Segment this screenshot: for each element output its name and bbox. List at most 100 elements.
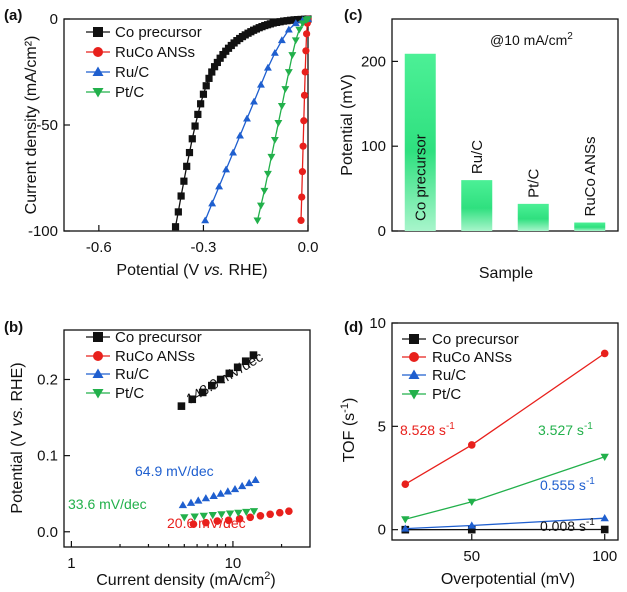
panel-c: (c) 0 100 200 Co precursor Ru/C Pt/C RuCo ANS… bbox=[339, 7, 619, 282]
bar-label-co-precursor: Co precursor bbox=[412, 134, 429, 221]
panel-b-point-ru-c bbox=[244, 478, 254, 487]
panel-a-point-ru-c bbox=[250, 97, 258, 105]
panel-b-point-ruco-anss bbox=[246, 513, 255, 522]
panel-b-point-ru-c bbox=[194, 496, 203, 504]
panel-a-point-co-precursor bbox=[171, 223, 180, 231]
panel-b-point-ruco-anss bbox=[224, 516, 233, 525]
legend-d-ruc: Ru/C bbox=[402, 367, 466, 384]
panel-b-point-co-precursor bbox=[177, 402, 186, 410]
panel-a-point-ruco-anss bbox=[299, 142, 307, 150]
legend-a-ruco: RuCo ANSs bbox=[86, 44, 195, 61]
panel-a-point-pt-c bbox=[263, 170, 272, 178]
panel-d-ylabel: TOF (s-1) bbox=[339, 398, 358, 463]
panel-a-point-pt-c bbox=[274, 120, 283, 127]
panel-d-point-ruco-anss bbox=[467, 441, 476, 449]
bar-pt-c bbox=[517, 203, 549, 231]
panel-a-point-ru-c bbox=[277, 36, 286, 44]
panel-a-point-co-precursor bbox=[216, 54, 224, 62]
panel-b-xlabel: Current density (mA/cm2) bbox=[96, 570, 276, 589]
panel-b-frame bbox=[63, 329, 311, 548]
panel-b-point-ru-c bbox=[223, 487, 233, 495]
legend-a-ruco-text: RuCo ANSs bbox=[115, 44, 195, 61]
panel-b-point-pt-c bbox=[234, 509, 243, 517]
panel-b-point-co-precursor bbox=[225, 369, 234, 378]
bar-label-ruco-anss: RuCo ANSs bbox=[582, 136, 599, 216]
panel-b: (b) 1 10 0.0 0.1 0.2 Potential (V vs. RHE) C… bbox=[4, 319, 311, 589]
panel-a-point-pt-c bbox=[304, 16, 312, 23]
panel-a-point-pt-c bbox=[267, 153, 276, 161]
panel-a-point-pt-c bbox=[277, 103, 286, 110]
panel-a-xtick-label: -0.3 bbox=[190, 239, 216, 256]
panel-b-point-pt-c bbox=[242, 508, 251, 517]
panel-a-point-pt-c bbox=[288, 52, 297, 59]
panel-d-point-co-precursor bbox=[467, 525, 476, 534]
panel-b-point-ruco-anss bbox=[202, 518, 210, 527]
panel-b-point-pt-c bbox=[180, 514, 189, 522]
panel-a-point-co-precursor bbox=[174, 208, 182, 216]
panel-d: (d) 50 100 0 5 10 TOF (s-1) Overpotential (m… bbox=[339, 315, 619, 588]
tafel-ruc: 64.9 mV/dec bbox=[135, 463, 214, 479]
panel-d-series bbox=[401, 349, 609, 534]
panel-a-xtick-label: -0.6 bbox=[86, 239, 112, 256]
panel-a-point-ru-c bbox=[201, 216, 210, 224]
tof-ptc: 3.527 s-1 bbox=[538, 421, 593, 438]
panel-d-frame bbox=[391, 322, 619, 541]
panel-d-legend: Co precursor RuCo ANSs Ru/C Pt/C bbox=[402, 331, 519, 403]
legend-a-ptc-text: Pt/C bbox=[115, 84, 144, 101]
panel-a-ytick-label: -100 bbox=[28, 223, 58, 240]
legend-a-ruc-text: Ru/C bbox=[115, 64, 149, 81]
panel-a-point-co-precursor bbox=[185, 148, 194, 157]
panel-c-annotation: @10 mA/cm2 bbox=[490, 31, 573, 48]
panel-a-ytick-label: 0 bbox=[50, 11, 58, 28]
panel-a-point-ruco-anss bbox=[302, 47, 310, 55]
legend-b-ptc-text: Pt/C bbox=[115, 385, 144, 402]
panel-a-point-ru-c bbox=[256, 80, 265, 88]
panel-a-point-ru-c bbox=[291, 19, 300, 27]
panel-a-point-ru-c bbox=[208, 199, 217, 207]
panel-d-point-ru-c bbox=[467, 521, 476, 529]
panel-b-point-co-precursor bbox=[241, 357, 250, 366]
panel-b-point-pt-c bbox=[249, 508, 259, 516]
panel-d-point-ruco-anss bbox=[401, 480, 410, 489]
panel-c-label: (c) bbox=[344, 7, 362, 24]
panel-b-point-ruco-anss bbox=[285, 507, 293, 516]
panel-d-ytick-label: 0 bbox=[378, 522, 386, 539]
panel-c-ytick-label: 200 bbox=[361, 53, 386, 70]
panel-b-point-ru-c bbox=[230, 484, 240, 493]
panel-b-point-ruco-anss bbox=[266, 510, 274, 519]
panel-d-point-pt-c bbox=[467, 498, 476, 506]
panel-a-point-ruco-anss bbox=[298, 168, 307, 176]
legend-a-ptc: Pt/C bbox=[86, 84, 144, 101]
panel-b-point-co-precursor bbox=[233, 363, 242, 372]
panel-a-point-ru-c bbox=[222, 165, 231, 173]
panel-b-point-ru-c bbox=[237, 481, 247, 490]
tafel-ptc: 33.6 mV/dec bbox=[68, 496, 147, 512]
panel-a-point-co-precursor bbox=[202, 82, 210, 90]
panel-a: (a) -0.6 -0.3 0.0 0 -50 -100 Current density … bbox=[4, 7, 318, 279]
panel-b-point-pt-c bbox=[199, 512, 208, 520]
panel-d-xtick-label: 50 bbox=[463, 548, 480, 565]
panel-b-point-ru-c bbox=[201, 494, 211, 502]
panel-d-xlabel: Overpotential (mV) bbox=[441, 571, 575, 588]
panel-b-ticks: 1 10 0.0 0.1 0.2 bbox=[37, 371, 283, 572]
bar-label-ru-c: Ru/C bbox=[469, 140, 486, 174]
panel-a-point-ru-c bbox=[236, 131, 244, 139]
panel-c-ytick-label: 0 bbox=[378, 223, 386, 240]
bar-ru-c bbox=[461, 180, 493, 231]
legend-d-ptc: Pt/C bbox=[402, 386, 461, 403]
panel-a-point-pt-c bbox=[260, 187, 269, 195]
panel-b-point-ruco-anss bbox=[213, 517, 222, 525]
panel-a-point-co-precursor bbox=[205, 74, 213, 82]
tof-ruco: 8.528 s-1 bbox=[400, 421, 455, 438]
panel-c-xlabel: Sample bbox=[479, 265, 533, 282]
tafel-co-precursor: 148.9 mV/dec bbox=[183, 348, 265, 406]
panel-b-legend: Co precursor RuCo ANSs Ru/C Pt/C bbox=[86, 329, 202, 402]
panel-a-point-co-precursor bbox=[194, 110, 202, 118]
bar-ruco-anss bbox=[574, 222, 606, 231]
panel-a-xlabel: Potential (V vs. RHE) bbox=[116, 262, 267, 279]
panel-a-point-pt-c bbox=[270, 136, 279, 144]
panel-a-xtick-label: 0.0 bbox=[298, 239, 319, 256]
panel-a-ticks: -0.6 -0.3 0.0 0 -50 -100 bbox=[28, 11, 318, 256]
panel-a-point-ruco-anss bbox=[300, 117, 308, 125]
